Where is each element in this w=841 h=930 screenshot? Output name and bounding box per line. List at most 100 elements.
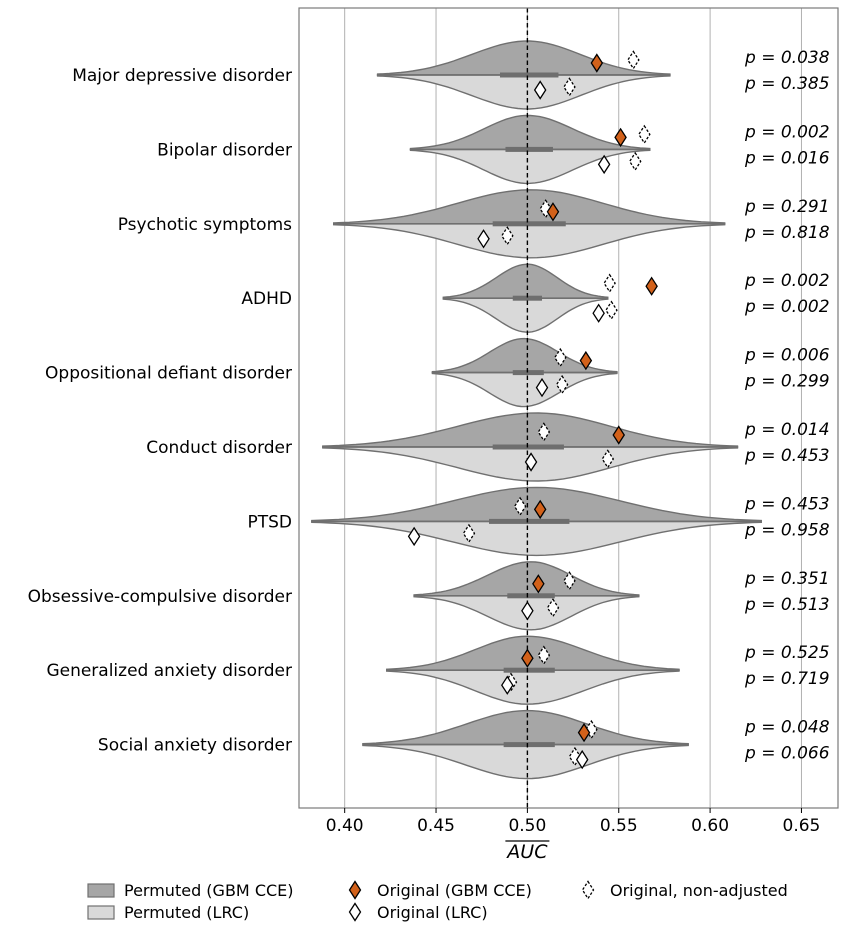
violin-gbm-9 [362,709,689,746]
p-value-lrc: p = 0.958 [744,520,830,540]
violin-iqr-0 [499,72,559,78]
marker-lrc-nonadjusted-5 [601,449,615,469]
p-value-lrc: p = 0.719 [744,669,830,689]
p-value-lrc: p = 0.385 [744,74,830,94]
violin-iqr-1 [505,146,553,152]
legend-label-orig_lrc: Original (LRC) [377,903,488,922]
plot-border [298,7,839,809]
violin-gbm-0 [376,40,671,76]
violin-lrc-0 [376,74,671,110]
marker-gbm-original-4 [579,350,593,371]
markers [407,50,658,770]
violin-gbm-6 [311,486,763,523]
legend-label-perm_lrc: Permuted (LRC) [124,903,249,922]
x-tick-label: 0.55 [600,816,638,836]
p-value-gbm: p = 0.453 [744,494,830,514]
violin-lrc-8 [385,669,680,705]
category-label: Generalized anxiety disorder [46,661,292,681]
marker-lrc-nonadjusted-6 [462,523,476,544]
marker-lrc-original-5 [524,452,538,472]
p-value-lrc: p = 0.453 [744,446,830,466]
p-value-gbm: p = 0.038 [744,48,830,68]
marker-lrc-original-2 [477,229,490,249]
marker-gbm-original-8 [521,648,534,668]
marker-gbm-nonadjusted-1 [638,124,651,145]
marker-lrc-nonadjusted-1 [628,151,642,172]
plot-frame [298,7,839,809]
violin-lrc-9 [362,743,689,780]
violin-gbm-5 [322,412,739,448]
violin-iqr-8 [503,667,555,673]
violin-lrc-6 [311,520,763,557]
p-value-lrc: p = 0.066 [744,744,830,764]
marker-gbm-nonadjusted-4 [554,347,567,368]
marker-gbm-original-7 [532,574,545,594]
violin-lrc-2 [332,223,726,259]
legend-swatch-orig_nonadj [581,880,595,900]
marker-gbm-nonadjusted-8 [537,645,551,665]
x-axis-label: AUC [505,841,548,863]
x-tick-label: 0.40 [326,816,364,836]
category-label: Psychotic symptoms [118,215,292,235]
marker-gbm-original-2 [546,202,560,222]
legend-swatch-orig_gbm [348,880,362,900]
marker-gbm-nonadjusted-5 [537,422,551,442]
legend-label-orig_nonadj: Original, non-adjusted [610,881,788,900]
marker-lrc-original-6 [407,526,421,547]
p-value-lrc: p = 0.002 [744,297,830,317]
x-tick-label: 0.50 [508,816,546,836]
marker-gbm-original-9 [577,722,591,743]
p-value-gbm: p = 0.002 [744,122,830,142]
marker-gbm-original-3 [645,276,658,296]
category-label: Major depressive disorder [72,66,292,86]
marker-gbm-original-6 [533,499,547,520]
marker-lrc-nonadjusted-7 [546,598,560,618]
violin-iqr-5 [492,444,564,450]
violin-gbm-1 [409,114,651,151]
p-value-gbm: p = 0.014 [744,420,830,440]
x-axis: 0.40 0.45 0.50 0.55 0.60 0.65 AUC [326,808,821,863]
violin-gbm-8 [385,635,680,671]
violin-gbm-4 [431,337,618,374]
legend: Permuted (GBM CCE) Original (GBM CCE) Orig… [87,880,788,922]
marker-lrc-nonadjusted-4 [555,374,569,395]
violin-iqr-4 [512,370,544,376]
violin-lrc-3 [442,297,609,333]
p-value-gbm: p = 0.006 [744,346,830,366]
p-value-labels: p = 0.038 p = 0.385 p = 0.002 p = 0.016 p = … [744,48,830,764]
violin-lrc-1 [409,148,651,185]
marker-lrc-original-1 [597,154,611,175]
marker-lrc-original-7 [521,601,534,621]
category-label: Obsessive-compulsive disorder [28,587,292,607]
marker-gbm-nonadjusted-0 [627,50,640,70]
p-value-lrc: p = 0.818 [744,223,830,243]
violin-iqr-7 [507,593,555,599]
x-tick-label: 0.60 [691,816,729,836]
violin-iqr-2 [492,221,566,227]
p-value-gbm: p = 0.525 [744,643,830,663]
x-tick-label: 0.65 [783,816,821,836]
violin-gbm-2 [332,189,726,225]
marker-lrc-original-0 [533,80,547,100]
marker-lrc-original-9 [575,749,589,770]
violin-iqr-6 [489,518,570,524]
category-label: PTSD [247,512,292,532]
marker-gbm-nonadjusted-3 [603,273,616,293]
marker-lrc-original-8 [501,675,514,695]
p-value-lrc: p = 0.299 [744,372,830,392]
violin-gbm-7 [413,561,640,597]
p-value-lrc: p = 0.513 [744,595,830,615]
marker-lrc-original-3 [592,303,605,323]
violin-iqr-9 [503,742,555,748]
p-value-lrc: p = 0.016 [744,148,830,168]
marker-lrc-nonadjusted-0 [563,77,576,97]
marker-lrc-nonadjusted-2 [501,226,514,246]
p-value-gbm: p = 0.048 [744,718,830,738]
marker-gbm-nonadjusted-7 [563,571,576,591]
legend-swatch-orig_lrc [348,902,362,922]
violin-iqr-3 [512,295,543,301]
violins [311,40,763,780]
legend-label-perm_gbm: Permuted (GBM CCE) [124,881,294,900]
